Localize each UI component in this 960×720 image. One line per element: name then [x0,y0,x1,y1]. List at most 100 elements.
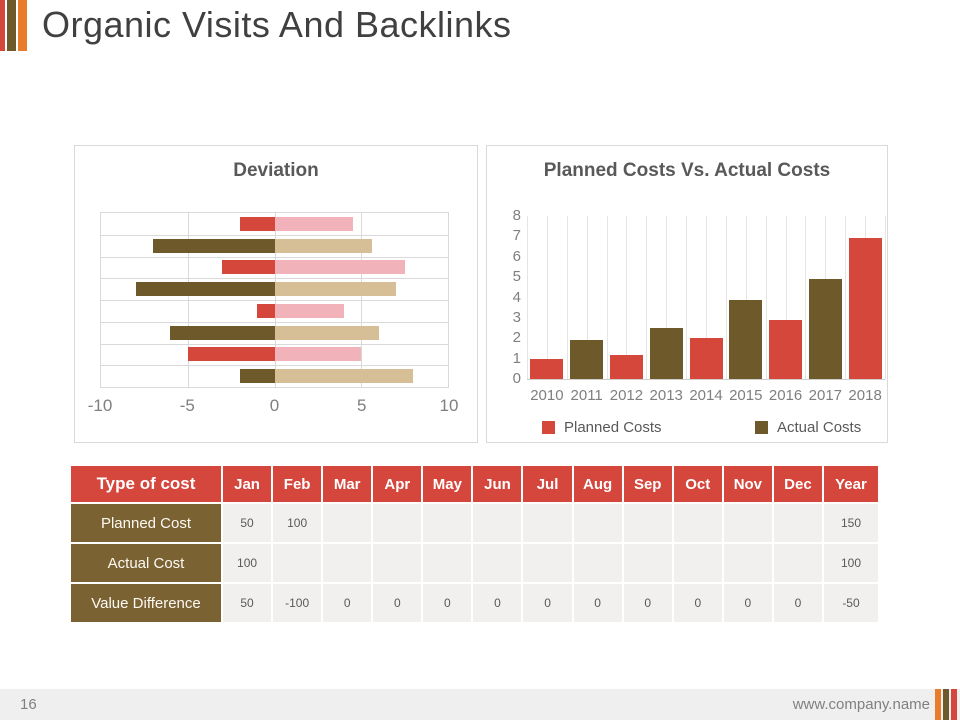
costs-gridline-vertical [546,216,548,379]
footer: 16 www.company.name [0,689,960,720]
table-cell-value: 100 [273,504,322,542]
table-cell-value [573,544,622,582]
table-cell-value [373,504,422,542]
deviation-gridline-horizontal [101,278,448,280]
costs-chart-title: Planned Costs Vs. Actual Costs [543,160,831,181]
deviation-bar-positive [274,260,405,275]
table-cell-value [523,504,572,542]
deviation-bar-negative [187,347,275,362]
costs-chart-panel: Planned Costs Vs. Actual Costs 8 7 6 5 4 3 2 1 0… [486,145,888,443]
table-header-year: Year [823,466,878,502]
deviation-bar-positive [274,347,362,362]
table-cell-value [723,504,772,542]
costs-gridline-vertical [626,216,628,379]
table-cell-value [423,544,472,582]
costs-bar-planned [530,358,564,379]
footer-accent-bar-brown [943,689,949,720]
deviation-gridline-horizontal [101,343,448,345]
deviation-bar-negative [257,303,275,318]
costs-y-tick-label: 1 [512,349,521,367]
table-cell-value [623,504,672,542]
table-header-oct: Oct [673,466,722,502]
costs-y-tick-label: 4 [512,288,521,306]
table-row-label: Value Difference [71,584,221,622]
costs-gridline-vertical [706,216,707,379]
legend-label: Actual Costs [777,419,862,436]
deviation-x-tick-label: -10 [87,396,113,415]
accent-bar-orange [18,0,27,51]
costs-x-tick-label: 2012 [609,387,644,404]
table-cell-value [523,544,572,582]
deviation-gridline-horizontal [101,300,448,301]
deviation-bar-negative [153,238,275,253]
costs-bar-planned [689,338,723,379]
deviation-bar-positive [274,282,396,297]
table-cell-value [323,504,372,542]
costs-plot-area [527,216,886,380]
costs-gridline-vertical [686,216,688,379]
cost-table: Type of cost Jan Feb Mar Apr May Jun Jul Aug Sep O… [71,466,878,622]
table-cell-value: 0 [623,584,672,622]
costs-y-tick-label: 5 [512,268,521,286]
table-cell-value: 0 [573,584,622,622]
deviation-gridline-horizontal [101,256,448,258]
table-cell-value: 150 [823,504,878,542]
table-header-jul: Jul [523,466,572,502]
costs-y-tick-label: 3 [512,308,521,326]
costs-bar-actual [808,279,842,379]
table-cell-value: 0 [473,584,522,622]
table-cell-value [473,504,522,542]
costs-x-tick-label: 2016 [768,387,803,404]
legend-label: Planned Costs [564,419,662,436]
deviation-bar-negative [239,369,275,384]
costs-bar-planned [609,354,643,379]
deviation-bar-positive [274,216,353,231]
legend-swatch-planned [542,421,555,434]
deviation-bar-negative [135,282,275,297]
table-cell-value [423,504,472,542]
deviation-chart-panel: Deviation -10 -5 0 5 10 [74,145,478,443]
costs-y-tick-label: 8 [512,207,521,224]
table-cell-value: 0 [723,584,772,622]
table-cell-value [323,544,372,582]
table-cell-value: 50 [223,584,272,622]
table-cell-value [373,544,422,582]
footer-link[interactable]: www.company.name [792,696,930,713]
table-cell-value: 50 [223,504,272,542]
table-header-may: May [423,466,472,502]
deviation-gridline-horizontal [101,365,448,367]
table-header-nov: Nov [723,466,772,502]
deviation-bar-positive [274,303,344,318]
table-cell-value: 0 [323,584,372,622]
table-cell-value: 100 [823,544,878,582]
costs-gridline-vertical [805,216,807,379]
table-cell-value [673,504,722,542]
table-cell-value: 0 [423,584,472,622]
table-header-dec: Dec [773,466,822,502]
table-header-jun: Jun [473,466,522,502]
costs-gridline-vertical [646,216,648,379]
deviation-x-tick-label: 0 [269,396,280,415]
table-cell-value [573,504,622,542]
costs-x-tick-label: 2017 [808,387,843,404]
table-cell-value: 0 [773,584,822,622]
deviation-bar-positive [274,238,372,253]
legend-item: Actual Costs [755,419,861,436]
costs-gridline-vertical [725,216,727,379]
costs-gridline-vertical [586,216,588,379]
deviation-bar-positive [274,369,414,384]
table-cell-value [273,544,322,582]
costs-bar-planned [848,238,882,379]
legend-swatch-actual [755,421,768,434]
table-header-jan: Jan [223,466,272,502]
costs-gridline-vertical [845,216,847,379]
deviation-bar-negative [222,260,275,275]
costs-bar-actual [729,299,763,379]
table-cell-value: 100 [223,544,272,582]
costs-bar-actual [570,340,604,379]
table-row-label: Planned Cost [71,504,221,542]
costs-x-tick-label: 2011 [570,387,603,404]
table-header-aug: Aug [573,466,622,502]
table-cell-value [473,544,522,582]
